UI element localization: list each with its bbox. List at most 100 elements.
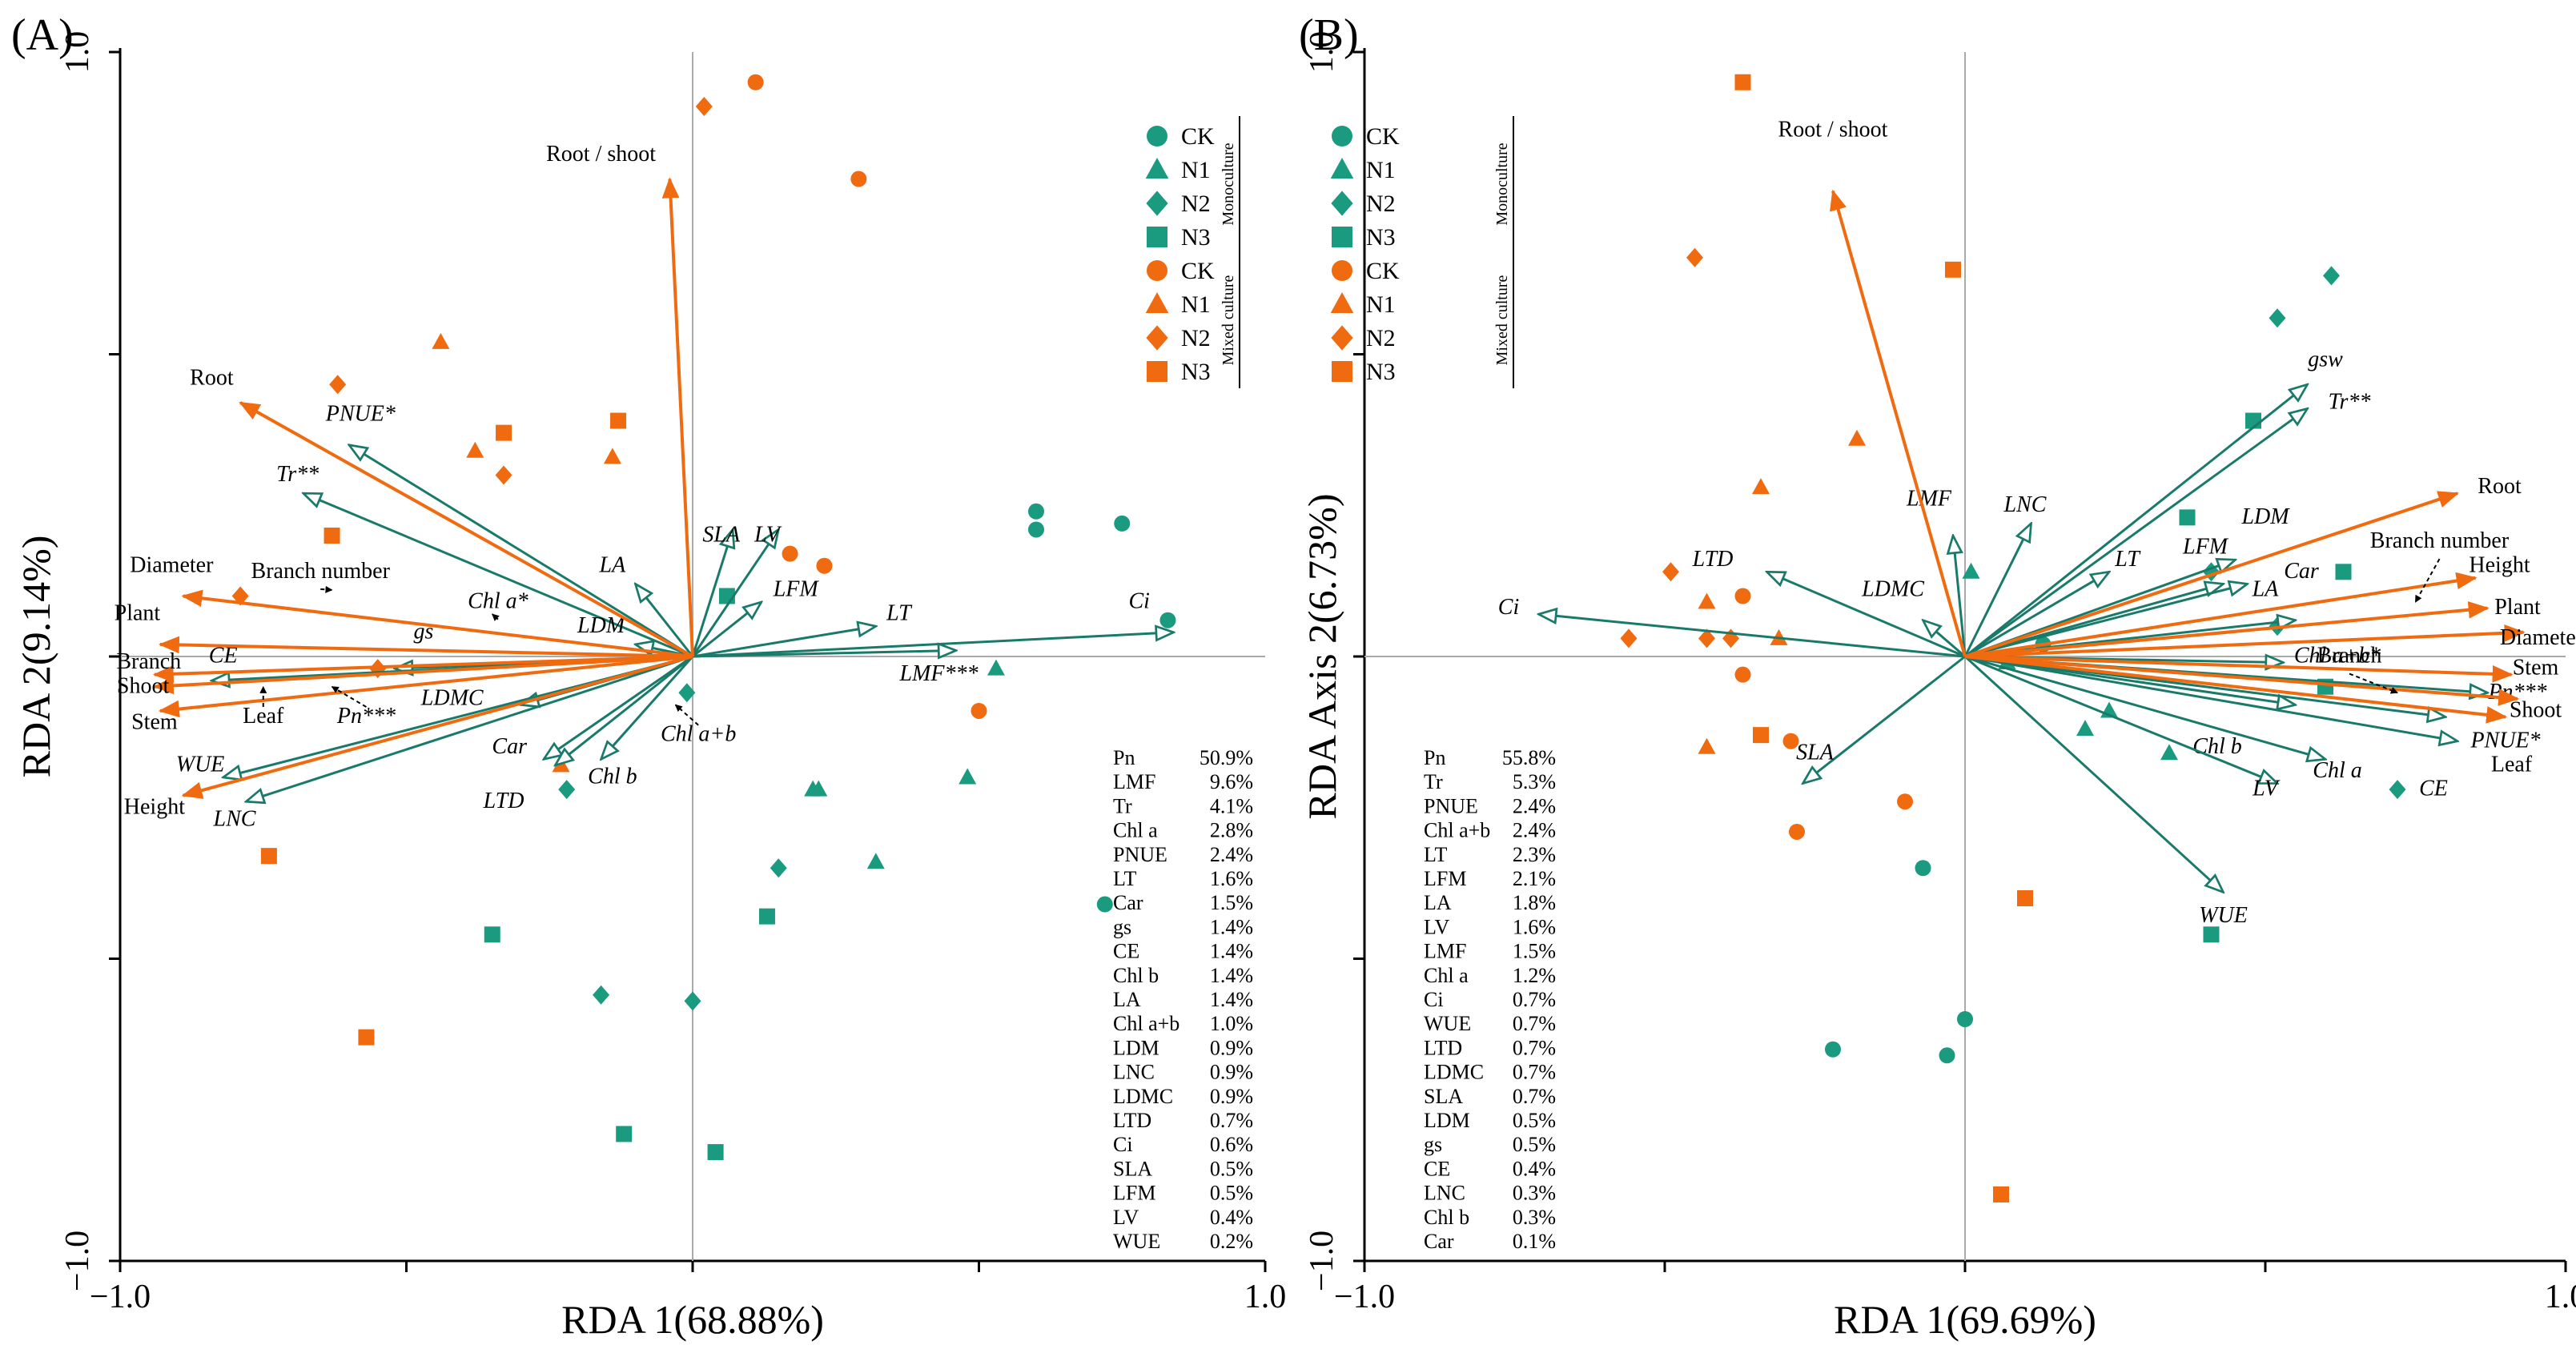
- variance-table-variable: LA: [1424, 891, 1452, 914]
- variance-table-variable: PNUE: [1113, 843, 1167, 866]
- env-vector-arrow: [1964, 384, 2308, 658]
- variance-table-variable: Ci: [1113, 1133, 1133, 1156]
- env-vector-label: LNC: [2003, 492, 2047, 517]
- trait-vector-arrow: [152, 655, 693, 695]
- legend-marker-mixed-square: [1147, 361, 1167, 382]
- trait-vector-label: Root / shoot: [546, 142, 656, 167]
- variance-table-value: 1.4%: [1210, 964, 1253, 987]
- env-vector-label: WUE: [176, 752, 225, 777]
- sample-point-mono-square: [616, 1126, 633, 1142]
- env-vector-label: Car: [492, 734, 527, 759]
- trait-vector-label: Plant: [2494, 595, 2541, 620]
- env-vector-label: Chl a+b*: [2294, 644, 2381, 668]
- variance-table-variable: LDMC: [1424, 1061, 1484, 1084]
- dashed-pointer-label: Chl a*: [468, 589, 528, 614]
- env-vector-label: Chl a: [2313, 758, 2361, 783]
- variance-table-value: 2.4%: [1513, 819, 1556, 842]
- sample-point-mono-square: [758, 908, 775, 925]
- env-vector-arrow: [1964, 584, 2248, 658]
- sample-point-mixed-triangle: [1848, 429, 1866, 446]
- variance-table-value: 1.6%: [1513, 915, 1556, 938]
- x-tick-label: 1.0: [1244, 1279, 1287, 1315]
- legend-marker-mixed-circle: [1147, 260, 1167, 281]
- env-vector-label: Tr**: [2329, 389, 2371, 414]
- env-vector-arrow: [246, 655, 693, 801]
- variance-table-variable: Chl b: [1424, 1206, 1469, 1229]
- variance-table-value: 0.4%: [1210, 1206, 1253, 1229]
- variance-table-variable: gs: [1113, 915, 1131, 938]
- env-vector-label: Tr**: [276, 462, 319, 487]
- variance-table-value: 0.7%: [1513, 1061, 1556, 1084]
- variance-table-variable: SLA: [1113, 1157, 1152, 1180]
- variance-table-variable: Car: [1424, 1230, 1454, 1253]
- sample-point-mixed-circle: [850, 171, 867, 187]
- trait-vector-label: Plant: [115, 601, 161, 626]
- x-axis-title: RDA 1(69.69%): [1834, 1297, 2096, 1342]
- env-vector-arrow: [1963, 524, 2031, 657]
- sample-point-mono-triangle: [810, 780, 828, 797]
- trait-vector-arrow: [181, 589, 693, 658]
- sample-point-mixed-circle: [1734, 588, 1751, 604]
- legend-marker-mono-square: [1332, 227, 1352, 247]
- sample-point-mono-diamond: [2269, 308, 2286, 328]
- trait-vector-label: Root: [190, 365, 234, 390]
- trait-vector-arrow: [1964, 655, 2520, 706]
- sample-point-mixed-square: [260, 848, 277, 865]
- env-vector-arrow: [691, 529, 778, 657]
- trait-vector-arrow: [152, 655, 693, 683]
- sample-point-mono-square: [2179, 509, 2196, 526]
- sample-point-mixed-diamond: [1698, 628, 1715, 648]
- sample-point-mixed-square: [1993, 1186, 2009, 1202]
- legend-label: CK: [1181, 258, 1215, 284]
- env-vector-label: LT: [886, 601, 913, 626]
- sample-point-mixed-square: [610, 412, 627, 429]
- trait-vector-label: Height: [124, 794, 185, 819]
- sample-point-mono-circle: [1915, 860, 1931, 877]
- variance-table-variable: CE: [1113, 940, 1139, 963]
- sample-point-mono-square: [2335, 564, 2352, 580]
- variance-table-value: 9.6%: [1210, 770, 1253, 793]
- env-vector-arrow: [1964, 655, 2277, 785]
- sample-point-mixed-diamond: [695, 96, 713, 116]
- env-vector-arrow: [692, 626, 876, 658]
- trait-vector-arrow: [239, 401, 693, 658]
- variance-table-variable: Chl a: [1424, 964, 1469, 987]
- variance-table-variable: LDM: [1424, 1109, 1470, 1132]
- env-vector-arrow: [555, 655, 693, 765]
- trait-vector-arrow: [661, 177, 694, 657]
- sample-point-mono-square: [484, 926, 500, 943]
- panel-a: −1.0 1.0 −1.0 1.0 RDA 1(68.88%) RDA 2(9.14%) (…: [11, 10, 1287, 1342]
- sample-point-mixed-square: [496, 424, 512, 441]
- variance-table-value: 0.5%: [1513, 1133, 1556, 1156]
- variance-table-value: 2.4%: [1210, 843, 1253, 866]
- sample-point-mono-triangle: [2076, 720, 2094, 737]
- variance-table-value: 0.7%: [1210, 1109, 1253, 1132]
- variance-table-variable: LDM: [1113, 1036, 1159, 1059]
- sample-point-mixed-triangle: [603, 448, 621, 464]
- env-vector-arrow: [1953, 536, 1967, 657]
- sample-point-mixed-square: [1753, 727, 1769, 744]
- trait-vector-arrow: [181, 655, 693, 799]
- env-vector-label: LDMC: [1861, 577, 1924, 602]
- sample-point-mixed-square: [1734, 74, 1751, 90]
- dashed-pointer: [2349, 672, 2398, 694]
- sample-point-mixed-circle: [1782, 733, 1799, 749]
- rda-plot-b: −1.0 1.0 −1.0 1.0 RDA 1(69.69%) RDA Axis 2(6.…: [1299, 10, 2576, 1342]
- trait-vector-label: Shoot: [2510, 698, 2562, 723]
- variance-table-variable: Pn: [1424, 746, 1445, 769]
- trait-vector-arrow: [158, 636, 693, 658]
- x-tick-label: −1.0: [90, 1279, 151, 1315]
- env-vector-label: Ci: [1498, 595, 1519, 620]
- trait-vectors: Root / shoot Root Height Plant Diameter Stem S…: [1778, 118, 2576, 777]
- sample-point-mono-triangle: [1962, 562, 1980, 579]
- environment-vectors: CiLMF***LTLFMLVSLAPNUE*Tr**LALDMgsCELDMC…: [176, 402, 1174, 831]
- env-vector-arrow: [1963, 655, 2224, 892]
- variance-table-variable: LMF: [1113, 770, 1155, 793]
- variance-table-value: 0.4%: [1513, 1157, 1556, 1180]
- panel-label: (A): [11, 10, 74, 60]
- legend-marker-mono-circle: [1332, 126, 1352, 147]
- env-vector-label: WUE: [2199, 903, 2248, 928]
- variance-table-variable: LA: [1113, 988, 1141, 1011]
- variance-table-variable: PNUE: [1424, 794, 1478, 817]
